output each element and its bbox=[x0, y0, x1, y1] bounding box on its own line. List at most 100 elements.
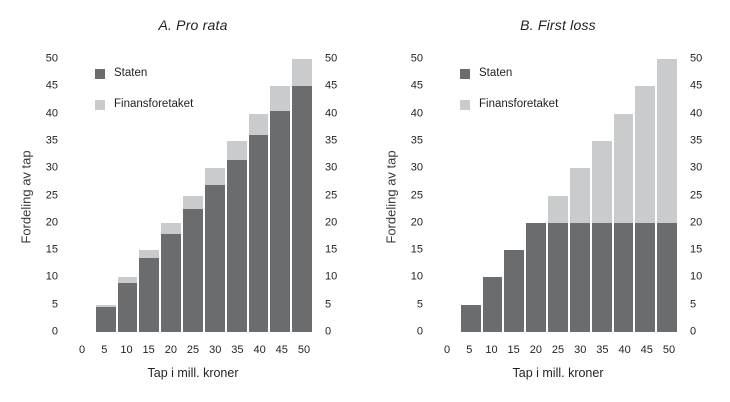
legend-label: Staten bbox=[479, 67, 513, 80]
panel-pro-rata: A. Pro rata Fordeling av tap 0 5 10 15 20 25 3… bbox=[18, 17, 351, 380]
plot-area: Staten Finansforetaket bbox=[73, 59, 313, 332]
y-tick-left-10: 10 bbox=[410, 270, 423, 283]
legend-swatch-icon bbox=[95, 100, 105, 110]
bar-segment-staten bbox=[183, 209, 203, 332]
y-tick-left-15: 15 bbox=[45, 243, 58, 256]
bar-x40 bbox=[613, 59, 634, 332]
legend-label: Finansforetaket bbox=[114, 98, 194, 111]
y-tick-left-0: 0 bbox=[416, 325, 423, 338]
y-tick-left-50: 50 bbox=[410, 52, 423, 65]
x-axis-label: Tap i mill. kroner bbox=[147, 366, 239, 380]
bar-segment-staten bbox=[248, 135, 269, 332]
bar-x35 bbox=[226, 59, 247, 332]
chart-title-pro-rata: A. Pro rata bbox=[158, 17, 228, 33]
plot-area: Staten Finansforetaket bbox=[438, 59, 678, 332]
y-tick-left-5: 5 bbox=[51, 298, 58, 311]
x-tick-5: 5 bbox=[101, 344, 108, 356]
y-tick-right-40: 40 bbox=[690, 107, 703, 120]
legend-item-staten: Staten bbox=[460, 68, 558, 80]
y-tick-left-25: 25 bbox=[45, 189, 58, 201]
bar-segment-finansforetaket bbox=[139, 250, 160, 259]
bar-x25 bbox=[548, 59, 568, 332]
bar-x50 bbox=[292, 59, 312, 332]
x-tick-15: 15 bbox=[142, 344, 155, 356]
y-tick-right-15: 15 bbox=[690, 243, 703, 256]
y-tick-left-10: 10 bbox=[45, 270, 58, 283]
x-axis-label: Tap i mill. kroner bbox=[512, 366, 604, 380]
y-tick-right-25: 25 bbox=[690, 189, 703, 201]
y-tick-right-5: 5 bbox=[325, 298, 332, 311]
bar-segment-finansforetaket bbox=[226, 140, 247, 161]
legend-swatch-icon bbox=[460, 69, 470, 79]
bar-x35 bbox=[591, 59, 612, 332]
y-tick-right-50: 50 bbox=[325, 52, 338, 65]
legend-label: Staten bbox=[114, 67, 148, 80]
y-tick-left-45: 45 bbox=[45, 79, 58, 92]
y-tick-right-0: 0 bbox=[325, 325, 332, 338]
y-tick-left-50: 50 bbox=[45, 52, 58, 65]
panel-first-loss: B. First loss Fordeling av tap 0 5 10 15 20 2… bbox=[365, 0, 730, 402]
bar-x25 bbox=[183, 59, 203, 332]
chart-title-first-loss: B. First loss bbox=[520, 17, 596, 33]
x-tick-25: 25 bbox=[551, 344, 565, 356]
x-axis: 0 5 10 15 20 25 30 35 40 45 50 bbox=[71, 345, 315, 356]
y-tick-left-15: 15 bbox=[410, 243, 423, 256]
y-tick-left-40: 40 bbox=[410, 107, 423, 120]
x-tick-35: 35 bbox=[231, 344, 244, 356]
bar-x45 bbox=[635, 59, 656, 332]
x-tick-50: 50 bbox=[662, 344, 676, 356]
y-tick-right-45: 45 bbox=[325, 79, 338, 92]
bar-segment-finansforetaket bbox=[95, 304, 116, 308]
bar-x5 bbox=[95, 59, 116, 332]
bar-segment-staten bbox=[504, 250, 525, 332]
x-tick-10: 10 bbox=[485, 344, 498, 356]
y-axis-label: Fordeling av tap bbox=[18, 150, 34, 244]
bar-segment-finansforetaket bbox=[657, 59, 677, 223]
y-tick-right-30: 30 bbox=[690, 161, 703, 174]
legend-item-staten: Staten bbox=[95, 68, 193, 80]
bar-segment-staten bbox=[226, 160, 247, 332]
x-tick-45: 45 bbox=[275, 344, 288, 356]
bar-segment-staten bbox=[460, 304, 481, 332]
bar-segment-staten bbox=[270, 110, 291, 332]
x-tick-20: 20 bbox=[529, 344, 542, 356]
y-tick-left-35: 35 bbox=[410, 134, 423, 147]
bar-segment-staten bbox=[657, 222, 677, 332]
x-tick-30: 30 bbox=[209, 344, 222, 356]
bar-segment-staten bbox=[548, 222, 568, 332]
bar-segment-staten bbox=[95, 307, 116, 332]
y-tick-right-30: 30 bbox=[325, 161, 338, 174]
y-axis-label: Fordeling av tap bbox=[383, 150, 399, 244]
y-tick-right-20: 20 bbox=[325, 216, 338, 229]
bar-segment-staten bbox=[482, 277, 503, 332]
y-tick-left-20: 20 bbox=[410, 216, 423, 229]
bar-segment-finansforetaket bbox=[161, 222, 182, 234]
bar-x5 bbox=[460, 59, 481, 332]
bar-x10 bbox=[117, 59, 138, 332]
bar-segment-finansforetaket bbox=[248, 113, 269, 136]
y-tick-right-20: 20 bbox=[690, 216, 703, 229]
x-tick-25: 25 bbox=[186, 344, 200, 356]
y-tick-left-45: 45 bbox=[410, 79, 423, 92]
y-axis-left: 0 5 10 15 20 25 30 35 40 45 50 bbox=[399, 53, 423, 337]
y-tick-right-10: 10 bbox=[690, 270, 703, 283]
bar-x15 bbox=[504, 59, 525, 332]
legend-label: Finansforetaket bbox=[479, 98, 559, 111]
y-tick-right-15: 15 bbox=[325, 243, 338, 256]
x-tick-40: 40 bbox=[618, 344, 631, 356]
x-tick-10: 10 bbox=[120, 344, 133, 356]
legend: Staten Finansforetaket bbox=[460, 68, 558, 111]
x-tick-5: 5 bbox=[466, 344, 473, 356]
y-tick-right-45: 45 bbox=[690, 79, 703, 92]
bar-segment-finansforetaket bbox=[613, 113, 634, 223]
bar-x40 bbox=[248, 59, 269, 332]
y-tick-left-35: 35 bbox=[45, 134, 58, 147]
y-axis-right: 0 5 10 15 20 25 30 35 40 45 50 bbox=[690, 53, 716, 337]
x-axis: 0 5 10 15 20 25 30 35 40 45 50 bbox=[436, 345, 680, 356]
y-tick-right-50: 50 bbox=[690, 52, 703, 65]
y-axis-left: 0 5 10 15 20 25 30 35 40 45 50 bbox=[34, 53, 58, 337]
y-axis-right: 0 5 10 15 20 25 30 35 40 45 50 bbox=[325, 53, 351, 337]
x-tick-20: 20 bbox=[164, 344, 177, 356]
legend-item-finansforetaket: Finansforetaket bbox=[460, 99, 558, 111]
